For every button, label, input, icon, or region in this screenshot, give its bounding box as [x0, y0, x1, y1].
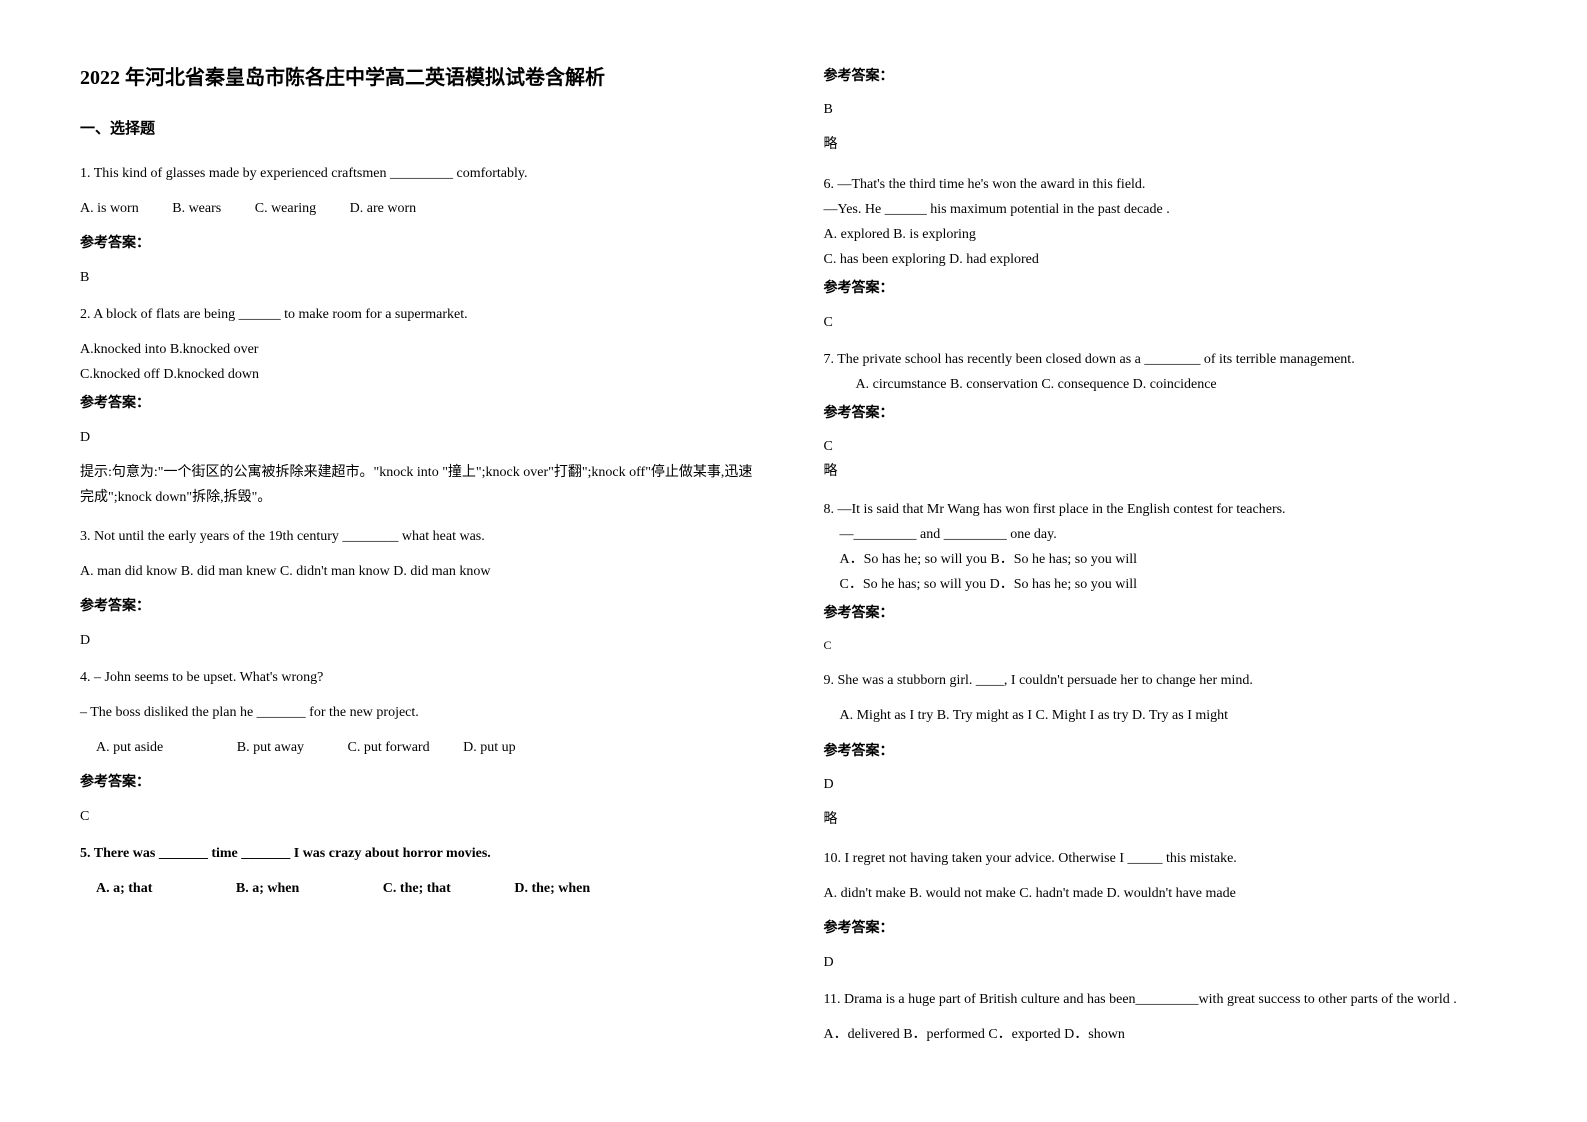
q9-answer-label: 参考答案：: [824, 739, 1508, 764]
q7-answer: C: [824, 434, 1508, 459]
q1-opt-a: A. is worn: [80, 196, 139, 221]
q10-answer: D: [824, 950, 1508, 975]
q8-options-line2: C．So he has; so will you D．So has he; so…: [824, 572, 1508, 597]
q7-explanation: 略: [824, 459, 1508, 484]
left-column: 2022 年河北省秦皇岛市陈各庄中学高二英语模拟试卷含解析 一、选择题 1. T…: [80, 60, 764, 1059]
question-6: 6. —That's the third time he's won the a…: [824, 172, 1508, 335]
q9-explanation: 略: [824, 807, 1508, 832]
q11-text: 11. Drama is a huge part of British cult…: [824, 987, 1508, 1012]
q8-answer-label: 参考答案：: [824, 601, 1508, 626]
q2-answer-label: 参考答案：: [80, 391, 764, 416]
question-2: 2. A block of flats are being ______ to …: [80, 302, 764, 510]
q4-opt-b: B. put away: [237, 735, 304, 760]
q2-answer: D: [80, 425, 764, 450]
q3-options: A. man did know B. did man knew C. didn'…: [80, 559, 764, 584]
q1-opt-b: B. wears: [172, 196, 221, 221]
q4-opt-d: D. put up: [463, 735, 516, 760]
q5-opt-b: B. a; when: [236, 876, 299, 901]
q6-text: 6. —That's the third time he's won the a…: [824, 172, 1508, 197]
q8-text: 8. —It is said that Mr Wang has won firs…: [824, 497, 1508, 522]
right-column: 参考答案： B 略 6. —That's the third time he's…: [824, 60, 1508, 1059]
q5-text: 5. There was _______ time _______ I was …: [80, 841, 764, 866]
q2-options-line2: C.knocked off D.knocked down: [80, 362, 764, 387]
question-8: 8. —It is said that Mr Wang has won firs…: [824, 497, 1508, 657]
q8-text2: —_________ and _________ one day.: [824, 522, 1508, 547]
q5-opt-c: C. the; that: [383, 876, 451, 901]
q1-options: A. is worn B. wears C. wearing D. are wo…: [80, 196, 764, 221]
q1-answer-label: 参考答案：: [80, 231, 764, 256]
q2-text: 2. A block of flats are being ______ to …: [80, 302, 764, 327]
q5-answer: B: [824, 97, 1508, 122]
q9-answer: D: [824, 772, 1508, 797]
q4-text2: – The boss disliked the plan he _______ …: [80, 700, 764, 725]
q1-opt-c: C. wearing: [255, 196, 316, 221]
q7-text: 7. The private school has recently been …: [824, 347, 1508, 372]
q8-options-line1: A．So has he; so will you B．So he has; so…: [824, 547, 1508, 572]
q1-text: 1. This kind of glasses made by experien…: [80, 161, 764, 186]
section-header: 一、选择题: [80, 116, 764, 143]
q4-opt-a: A. put aside: [96, 735, 163, 760]
question-3: 3. Not until the early years of the 19th…: [80, 524, 764, 653]
q5-options: A. a; that B. a; when C. the; that D. th…: [80, 876, 764, 901]
q10-options: A. didn't make B. would not make C. hadn…: [824, 881, 1508, 906]
q9-text: 9. She was a stubborn girl. ____, I coul…: [824, 668, 1508, 693]
q11-options: A．delivered B．performed C．exported D．sho…: [824, 1022, 1508, 1047]
question-11: 11. Drama is a huge part of British cult…: [824, 987, 1508, 1047]
q9-options: A. Might as I try B. Try might as I C. M…: [824, 703, 1508, 728]
q6-options-line1: A. explored B. is exploring: [824, 222, 1508, 247]
q3-answer-label: 参考答案：: [80, 594, 764, 619]
q8-answer: C: [824, 635, 1508, 657]
question-4: 4. – John seems to be upset. What's wron…: [80, 665, 764, 829]
page-content: 2022 年河北省秦皇岛市陈各庄中学高二英语模拟试卷含解析 一、选择题 1. T…: [80, 60, 1507, 1059]
question-1: 1. This kind of glasses made by experien…: [80, 161, 764, 290]
q4-answer-label: 参考答案：: [80, 770, 764, 795]
q6-answer: C: [824, 310, 1508, 335]
q5-opt-d: D. the; when: [514, 876, 590, 901]
q4-answer: C: [80, 804, 764, 829]
q4-options: A. put aside B. put away C. put forward …: [80, 735, 764, 760]
q7-options: A. circumstance B. conservation C. conse…: [824, 372, 1508, 397]
q4-text: 4. – John seems to be upset. What's wron…: [80, 665, 764, 690]
question-5: 5. There was _______ time _______ I was …: [80, 841, 764, 901]
question-10: 10. I regret not having taken your advic…: [824, 846, 1508, 975]
q5-answer-label: 参考答案：: [824, 64, 1508, 89]
q2-explanation: 提示:句意为:"一个街区的公寓被拆除来建超市。"knock into "撞上";…: [80, 460, 764, 510]
q5-opt-a: A. a; that: [96, 876, 152, 901]
q1-answer: B: [80, 265, 764, 290]
q10-text: 10. I regret not having taken your advic…: [824, 846, 1508, 871]
q5-explanation: 略: [824, 132, 1508, 157]
question-9: 9. She was a stubborn girl. ____, I coul…: [824, 668, 1508, 832]
q3-answer: D: [80, 628, 764, 653]
question-7: 7. The private school has recently been …: [824, 347, 1508, 485]
q1-opt-d: D. are worn: [350, 196, 416, 221]
q10-answer-label: 参考答案：: [824, 916, 1508, 941]
q3-text: 3. Not until the early years of the 19th…: [80, 524, 764, 549]
q2-options-line1: A.knocked into B.knocked over: [80, 337, 764, 362]
q6-answer-label: 参考答案：: [824, 276, 1508, 301]
q7-answer-label: 参考答案：: [824, 401, 1508, 426]
q6-text2: —Yes. He ______ his maximum potential in…: [824, 197, 1508, 222]
q6-options-line2: C. has been exploring D. had explored: [824, 247, 1508, 272]
document-title: 2022 年河北省秦皇岛市陈各庄中学高二英语模拟试卷含解析: [80, 60, 764, 96]
q4-opt-c: C. put forward: [348, 735, 430, 760]
